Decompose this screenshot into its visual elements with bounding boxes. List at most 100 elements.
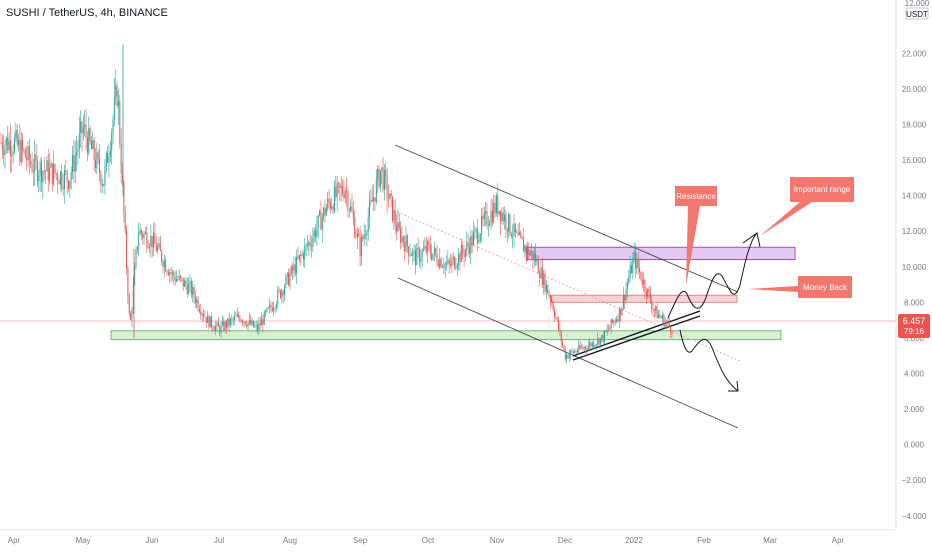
candle [501, 207, 503, 225]
candle [65, 160, 67, 176]
bar-countdown: 79:16 [904, 327, 925, 336]
candle [244, 321, 246, 326]
currency-tag[interactable] [905, 7, 929, 20]
candle [261, 312, 263, 326]
candle [288, 268, 290, 287]
candle [594, 344, 596, 349]
money-back-zone[interactable] [550, 294, 738, 303]
candle [22, 132, 24, 163]
candle [311, 235, 312, 258]
candle [263, 309, 265, 326]
candle [19, 123, 21, 166]
support-zone[interactable] [110, 330, 782, 341]
candle [612, 318, 614, 325]
candle [527, 241, 528, 262]
candle [535, 243, 537, 267]
candle [39, 158, 41, 192]
candle [328, 189, 330, 211]
candle [31, 151, 33, 174]
candle [89, 125, 91, 145]
candlestick-series[interactable] [0, 44, 673, 364]
candle [414, 245, 416, 275]
bearish-projection-path [679, 329, 739, 392]
candle [533, 246, 535, 268]
candle [26, 145, 28, 171]
candle [189, 273, 191, 293]
candle [47, 148, 49, 192]
candle [582, 344, 584, 351]
candle [436, 244, 438, 266]
candle [647, 288, 649, 300]
channel-lower-line[interactable] [397, 277, 739, 429]
candle [155, 236, 157, 252]
candle [7, 125, 9, 154]
x-axis-ticks: Apr May Jun Jul Aug Sep Oct Nov Dec 2022 Feb Mar Apr [8, 536, 845, 545]
candle [78, 116, 80, 159]
important-range-zone[interactable] [526, 246, 796, 261]
candle [529, 249, 531, 257]
candle [558, 316, 560, 333]
y-tick-label: −2.000 [902, 476, 927, 485]
candle [359, 225, 361, 267]
candle [589, 338, 591, 352]
candle [124, 205, 126, 235]
candle [84, 110, 86, 137]
candle [509, 213, 511, 237]
candle [574, 347, 576, 354]
candle [629, 255, 631, 283]
candle [271, 301, 273, 313]
candle [154, 222, 156, 244]
candle [622, 286, 624, 311]
candle [193, 283, 195, 304]
candle [554, 306, 555, 323]
candle [512, 224, 514, 249]
candle [548, 289, 550, 299]
candle [254, 321, 256, 329]
money-back-callout[interactable]: Money Back [748, 276, 852, 298]
y-tick-label: 10.000 [902, 263, 927, 272]
candle [269, 298, 271, 314]
candle [581, 344, 582, 350]
y-tick-label: 4.000 [904, 369, 925, 378]
candle [9, 123, 11, 173]
candle [516, 229, 518, 233]
candle [446, 255, 447, 271]
ascending-trendline-lower[interactable] [572, 315, 701, 361]
candle [402, 235, 404, 248]
candle [149, 243, 150, 254]
x-tick-label: Oct [422, 536, 435, 545]
candle [367, 206, 369, 241]
candle [55, 172, 57, 180]
candle [583, 345, 585, 352]
candle [340, 175, 342, 202]
candle [309, 233, 311, 252]
channel-upper-line[interactable] [394, 144, 739, 293]
important-range-callout[interactable]: Important range [760, 177, 854, 236]
candle [159, 235, 161, 252]
ascending-trendline[interactable] [572, 310, 701, 357]
candle [150, 224, 152, 258]
candle [128, 292, 130, 318]
candle [666, 319, 668, 328]
candle [608, 323, 609, 333]
candle [72, 145, 74, 180]
candle [405, 226, 407, 253]
current-price-badge[interactable] [898, 314, 930, 338]
candle [386, 168, 388, 213]
candle [279, 289, 281, 300]
candle [508, 212, 510, 239]
candle [111, 128, 113, 165]
resistance-callout[interactable]: Resistance [675, 186, 717, 286]
candle [224, 319, 226, 333]
candle [375, 169, 377, 205]
candle [585, 346, 587, 355]
candle [292, 262, 294, 280]
candle [649, 286, 651, 304]
candle [59, 170, 61, 191]
candle [323, 206, 325, 222]
candle [498, 210, 500, 217]
candle [540, 259, 542, 280]
candle [262, 314, 264, 332]
candle [552, 299, 554, 312]
